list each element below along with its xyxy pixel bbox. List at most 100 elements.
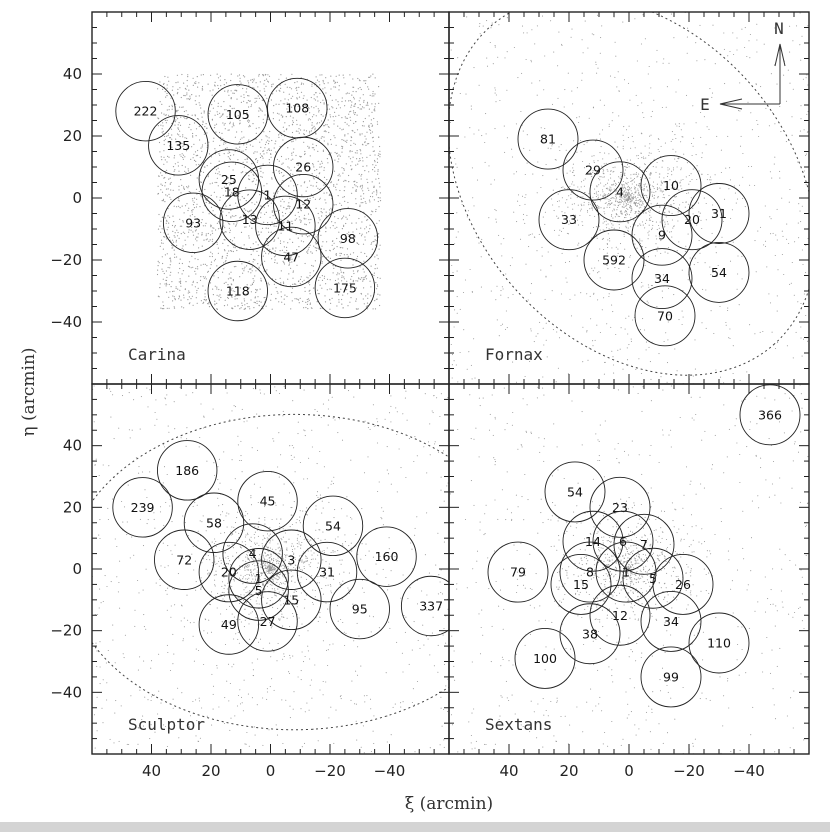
x-tick-label: 20	[201, 762, 220, 780]
field-79: 79	[487, 541, 549, 603]
field-circle	[356, 526, 417, 587]
panel-fornax: 81 29 4 10 33 31 20 9 592 54 34 70 Fornax	[448, 11, 810, 385]
field-label: 175	[333, 280, 357, 295]
panel-ticks	[449, 384, 809, 754]
field-label: 26	[675, 577, 691, 592]
x-tick-label: −20	[673, 762, 705, 780]
field-circle	[154, 529, 215, 590]
field-label: 8	[586, 565, 594, 580]
tidal-radius-ellipse	[92, 413, 449, 731]
field-label: 29	[585, 163, 601, 178]
panel-plot-area: 81 29 4 10 33 31 20 9 592 54 34 70	[449, 12, 809, 384]
field-circle	[156, 440, 218, 501]
field-54: 54	[544, 461, 606, 523]
field-label: 54	[567, 484, 583, 499]
field-circle	[559, 603, 621, 665]
field-160: 160	[356, 526, 417, 587]
field-label: 3	[287, 552, 295, 567]
field-circle	[273, 173, 334, 235]
field-label: 366	[758, 407, 782, 422]
field-circle	[237, 164, 298, 226]
field-circle	[261, 529, 322, 590]
field-circle	[228, 548, 289, 609]
field-27: 27	[237, 591, 298, 652]
y-tick-label: 20	[63, 127, 82, 145]
field-circle	[589, 161, 651, 223]
field-label: 18	[224, 184, 240, 199]
field-label: 95	[352, 602, 368, 617]
field-592: 592	[583, 229, 645, 291]
panel-name-fornax: Fornax	[485, 345, 543, 364]
field-34: 34	[640, 590, 702, 652]
east-arrow-head	[719, 98, 743, 110]
panel-ticks	[449, 12, 809, 384]
field-circle	[148, 115, 209, 176]
field-circle	[640, 590, 702, 652]
field-4: 4	[589, 161, 651, 223]
field-label: 12	[612, 608, 628, 623]
x-tick-label: −40	[374, 762, 406, 780]
field-9: 9	[631, 204, 693, 266]
field-label: 27	[260, 614, 276, 629]
field-1: 1	[228, 548, 289, 609]
field-label: 337	[419, 599, 443, 614]
field-45: 45	[237, 470, 298, 532]
x-tick-label: 0	[266, 762, 276, 780]
field-circle	[583, 229, 645, 291]
field-label: 592	[602, 253, 626, 268]
field-circle	[538, 189, 600, 251]
field-label: 38	[582, 626, 598, 641]
field-circle	[183, 492, 245, 553]
y-tick-label: −40	[50, 683, 82, 701]
x-tick-label: −40	[733, 762, 765, 780]
y-tick-label: 20	[63, 498, 82, 516]
field-15: 15	[550, 553, 612, 615]
field-label: 110	[707, 636, 731, 651]
field-circle	[115, 80, 176, 142]
field-label: 105	[226, 107, 250, 122]
field-label: 58	[206, 515, 222, 530]
field-13: 13	[219, 189, 280, 250]
field-circle	[201, 161, 263, 223]
north-label: N	[774, 19, 784, 38]
field-label: 93	[185, 215, 201, 230]
field-222: 222	[115, 80, 176, 142]
field-circle	[261, 226, 322, 288]
field-31: 31	[688, 183, 750, 244]
field-circle	[302, 495, 364, 557]
panel-name-carina: Carina	[128, 345, 186, 364]
field-26: 26	[273, 136, 334, 198]
field-label: 25	[221, 172, 237, 187]
field-circle	[640, 155, 702, 217]
panel-name-sextans: Sextans	[485, 715, 552, 734]
field-label: 81	[540, 132, 556, 147]
field-label: 12	[295, 197, 311, 212]
field-circle	[589, 584, 651, 646]
field-circle	[487, 541, 549, 603]
field-circle	[514, 627, 576, 689]
field-circle	[400, 575, 449, 637]
field-circle	[255, 195, 316, 257]
field-circle	[112, 477, 173, 538]
field-186: 186	[156, 440, 218, 501]
field-70: 70	[634, 285, 696, 347]
field-47: 47	[261, 226, 322, 288]
field-label: 118	[226, 284, 250, 299]
field-circle	[562, 510, 624, 572]
field-label: 79	[510, 565, 526, 580]
field-29: 29	[562, 139, 624, 201]
field-label: 10	[663, 178, 679, 193]
field-circle	[550, 553, 612, 615]
field-label: 31	[319, 565, 335, 580]
field-circle	[314, 257, 376, 319]
y-tick-label: 0	[72, 560, 82, 578]
field-337: 337	[400, 575, 449, 637]
east-label: E	[700, 95, 710, 114]
x-tick-label: 20	[559, 762, 578, 780]
tidal-radius-ellipse	[449, 12, 809, 376]
field-93: 93	[162, 192, 224, 254]
